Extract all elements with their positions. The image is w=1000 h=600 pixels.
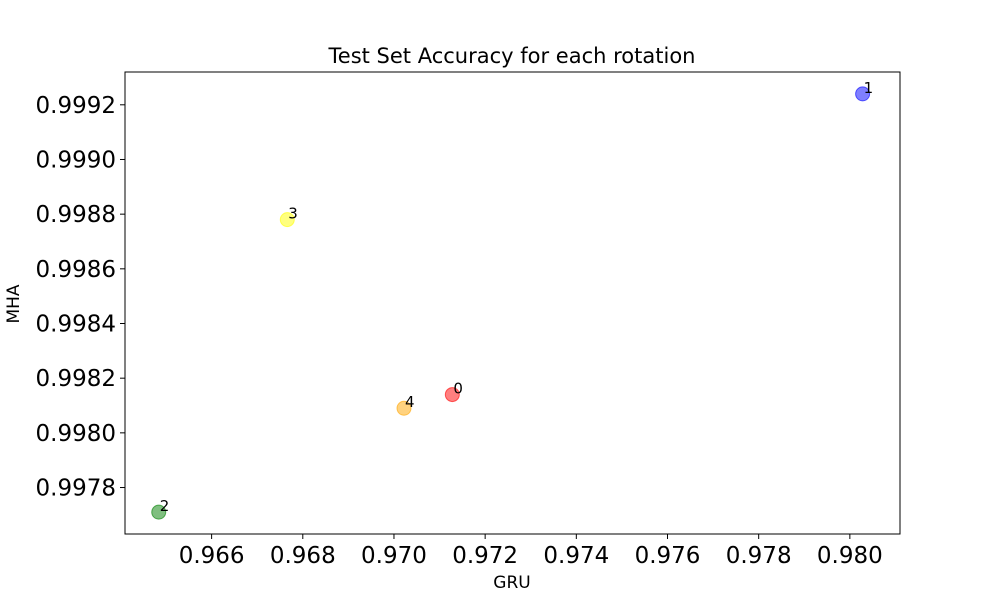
y-tick-label: 0.9988 bbox=[36, 202, 116, 228]
plot-area-frame bbox=[124, 71, 901, 535]
x-tick-label: 0.966 bbox=[179, 543, 245, 569]
data-point-2 bbox=[151, 504, 167, 520]
x-tick-label: 0.968 bbox=[270, 543, 336, 569]
point-labels: 0 1 2 3 4 bbox=[160, 79, 873, 515]
y-tick-label: 0.9984 bbox=[36, 312, 116, 338]
y-tick-label: 0.9980 bbox=[36, 421, 116, 447]
point-label-0: 0 bbox=[453, 380, 463, 398]
data-point-4 bbox=[396, 400, 412, 416]
chart-title: Test Set Accuracy for each rotation bbox=[328, 44, 696, 68]
x-tick-label: 0.976 bbox=[635, 543, 701, 569]
data-points bbox=[151, 86, 871, 520]
x-tick-label: 0.974 bbox=[543, 543, 609, 569]
x-tick-label: 0.980 bbox=[817, 543, 883, 569]
data-point-0 bbox=[444, 387, 460, 403]
y-tick-label: 0.9990 bbox=[36, 147, 116, 173]
x-tick-label: 0.972 bbox=[452, 543, 518, 569]
point-label-1: 1 bbox=[864, 79, 874, 97]
y-axis-label: MHA bbox=[4, 284, 24, 323]
y-axis-ticks: 0.9978 0.9980 0.9982 0.9984 0.9986 0.9988 0.99… bbox=[36, 93, 125, 502]
x-axis-ticks: 0.966 0.968 0.970 0.972 0.974 0.976 0.978 0.980 bbox=[179, 534, 883, 569]
y-tick-label: 0.9978 bbox=[36, 476, 116, 502]
x-tick-label: 0.970 bbox=[361, 543, 427, 569]
point-label-2: 2 bbox=[160, 497, 170, 515]
point-label-4: 4 bbox=[405, 393, 415, 411]
data-point-3 bbox=[279, 212, 295, 228]
x-tick-label: 0.978 bbox=[726, 543, 792, 569]
data-point-1 bbox=[855, 86, 871, 102]
x-axis-label: GRU bbox=[493, 573, 530, 593]
point-label-3: 3 bbox=[288, 205, 298, 223]
y-tick-label: 0.9986 bbox=[36, 257, 116, 283]
y-tick-label: 0.9992 bbox=[36, 93, 116, 119]
y-tick-label: 0.9982 bbox=[36, 366, 116, 392]
